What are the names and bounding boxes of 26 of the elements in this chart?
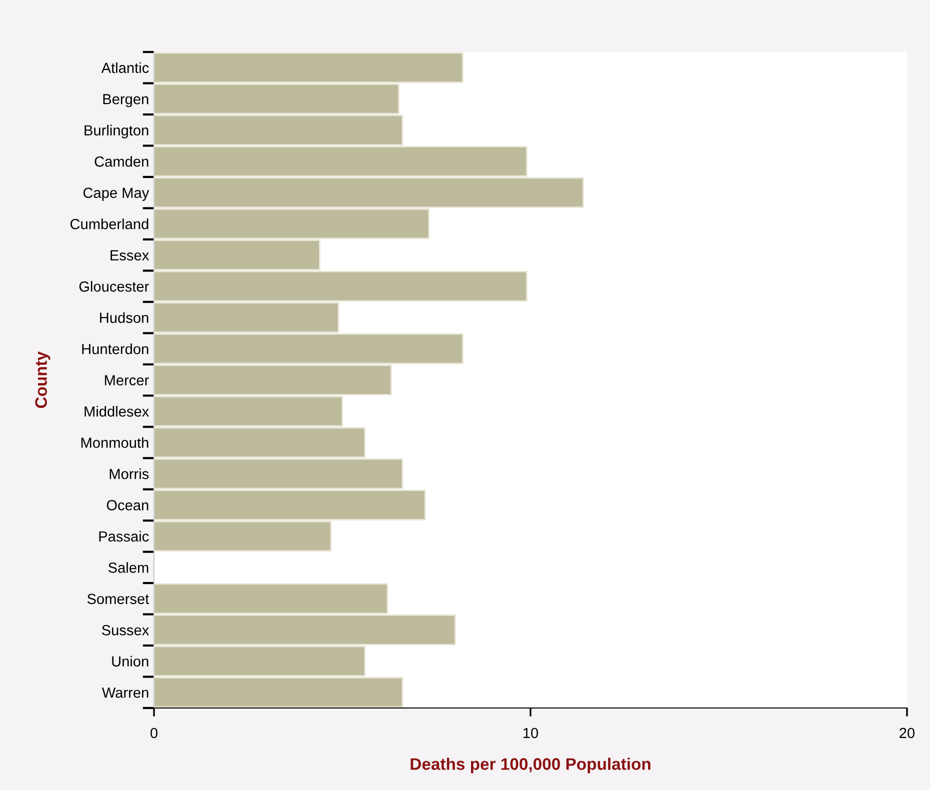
y-tick-label: Essex [110,250,149,260]
y-tick-label: Mercer [104,375,149,386]
y-tick-label: Cape May [83,188,150,201]
y-tick-label: Cumberland [70,218,148,230]
y-tick-label: Hunterdon [82,343,148,354]
y-axis-title: County [35,351,50,408]
y-tick-label: Ocean [106,500,148,510]
x-axis-title: Deaths per 100,000 Population [410,758,650,774]
y-tick-label: Salem [108,562,148,573]
y-tick-label: Morris [110,468,149,480]
y-tick-label: Camden [94,156,148,167]
x-tick-label: 10 [524,728,538,738]
y-tick-label: Hudson [100,312,148,323]
y-tick-label: Union [112,656,148,667]
y-tick-label: Middlesex [84,406,149,417]
y-tick-label: Monmouth [81,437,148,448]
y-tick-label: Gloucester [79,281,149,292]
x-tick-label: 0 [150,728,158,738]
y-tick-label: Warren [102,688,148,698]
y-tick-label: Atlantic [101,62,149,74]
y-tick-label: Passaic [99,530,149,542]
y-tick-label: Somerset [87,594,150,604]
x-tick-label: 20 [900,728,915,738]
y-tick-label: Bergen [103,94,148,108]
y-tick-label: Sussex [102,625,149,636]
y-tick-label: Burlington [84,124,148,138]
